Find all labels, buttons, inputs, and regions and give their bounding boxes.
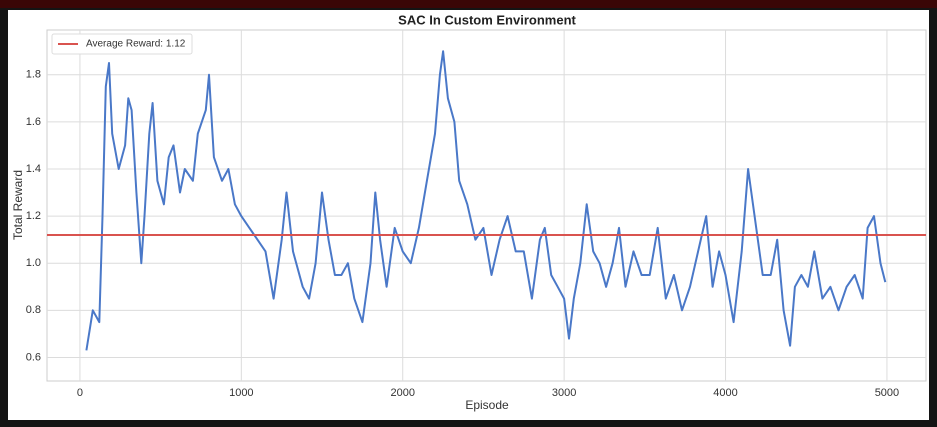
legend-label: Average Reward: 1.12 — [86, 39, 186, 50]
x-tick-label: 2000 — [390, 387, 414, 399]
x-tick-label: 4000 — [713, 387, 737, 399]
x-tick-label: 1000 — [229, 387, 253, 399]
data-line — [85, 50, 887, 351]
x-tick-label: 5000 — [875, 387, 899, 399]
y-tick-label: 1.8 — [26, 69, 41, 81]
legend-box — [51, 33, 193, 55]
y-axis-label: Total Reward — [11, 170, 25, 240]
chart-background — [8, 10, 929, 420]
x-tick-label: 3000 — [552, 387, 576, 399]
plot-frame — [46, 29, 927, 382]
x-tick-label: 0 — [77, 387, 83, 399]
x-axis-label: Episode — [465, 398, 509, 412]
y-tick-label: 1.2 — [26, 210, 41, 222]
y-tick-label: 1.4 — [26, 163, 41, 175]
y-tick-label: 0.6 — [26, 351, 41, 363]
y-tick-label: 0.8 — [26, 304, 41, 316]
chart-title: SAC In Custom Environment — [398, 12, 576, 27]
y-tick-label: 1.0 — [26, 257, 41, 269]
top-bar — [0, 0, 937, 8]
y-tick-label: 1.6 — [26, 116, 41, 128]
